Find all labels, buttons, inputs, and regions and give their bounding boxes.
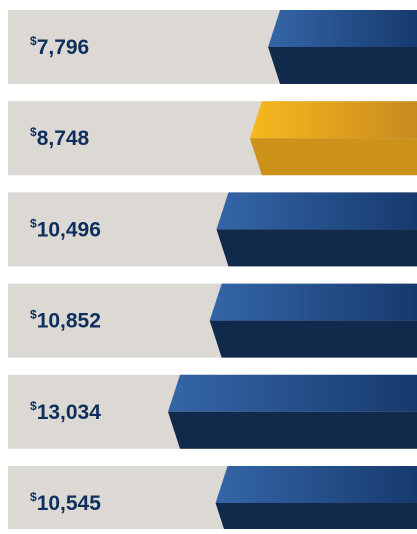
bar-top-face [249, 101, 417, 139]
bar-top-face [168, 374, 417, 412]
bar [268, 10, 417, 84]
bar-top-face [215, 466, 417, 503]
currency-symbol: $ [30, 34, 37, 48]
bar [215, 466, 417, 534]
bar-bottom-face [209, 320, 417, 358]
bar [168, 374, 417, 449]
bar-top-face [268, 10, 417, 47]
bar-bottom-face [249, 138, 417, 176]
bar [249, 101, 417, 176]
value-label: $7,796 [30, 34, 89, 58]
currency-symbol: $ [30, 125, 37, 139]
amount: 10,496 [37, 218, 101, 241]
currency-symbol: $ [30, 308, 37, 322]
amount: 7,796 [37, 36, 90, 59]
bar-bottom-face [168, 411, 417, 449]
bar [209, 283, 417, 358]
value-label: $10,852 [30, 308, 101, 332]
bar-bottom-face [216, 229, 417, 267]
amount: 13,034 [37, 400, 102, 423]
amount: 8,748 [37, 127, 90, 150]
amount: 10,852 [37, 309, 101, 332]
amount: 10,545 [37, 492, 102, 515]
bar-bottom-face [268, 47, 417, 84]
bar-top-face [209, 283, 417, 321]
value-label: $8,748 [30, 125, 90, 149]
value-label: $10,545 [30, 490, 101, 514]
currency-symbol: $ [30, 490, 37, 504]
currency-symbol: $ [30, 217, 37, 231]
bar [216, 192, 417, 267]
bar-top-face [216, 192, 417, 230]
value-label: $13,034 [30, 399, 101, 423]
currency-symbol: $ [30, 399, 37, 413]
bar-bottom-face [215, 503, 417, 534]
value-label: $10,496 [30, 217, 101, 241]
